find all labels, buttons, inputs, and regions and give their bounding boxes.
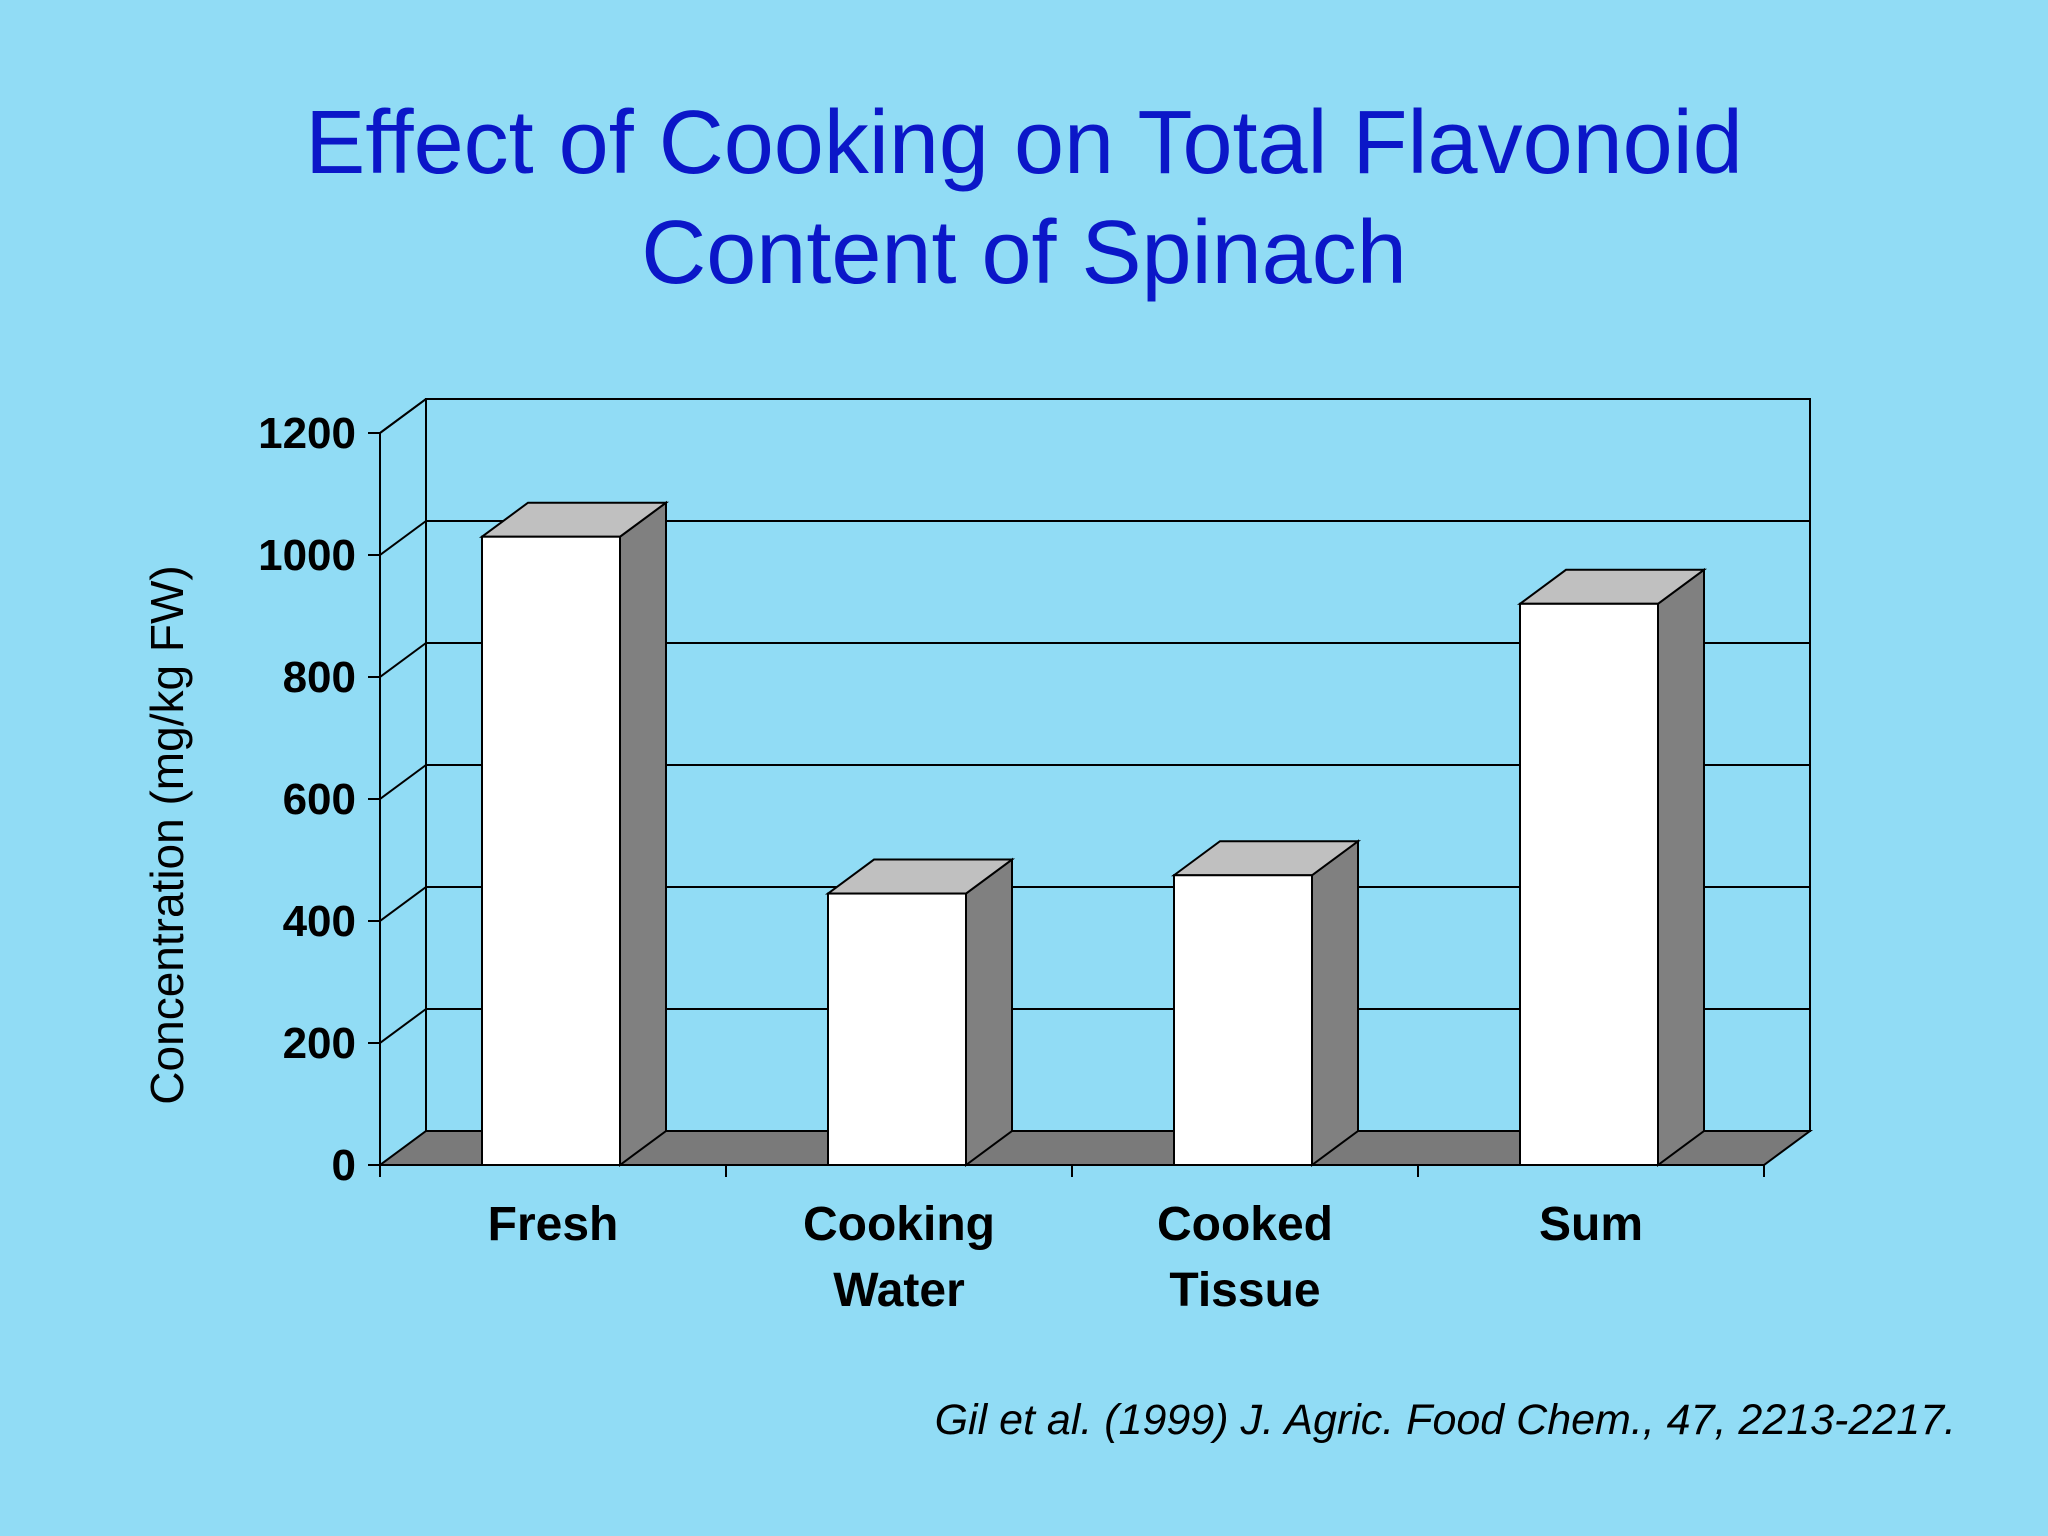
x-category-label-line: Tissue	[1169, 1264, 1320, 1317]
bar-front	[827, 892, 967, 1166]
bar	[824, 857, 1016, 1167]
y-tick-label: 0	[332, 1141, 356, 1190]
bar-side	[1311, 839, 1359, 1167]
bar-front	[481, 535, 621, 1166]
x-category-label: Sum	[1539, 1198, 1643, 1251]
y-tick-label: 600	[283, 775, 356, 824]
y-axis-label: Concentration (mg/kg FW)	[141, 565, 193, 1104]
bar	[1170, 839, 1362, 1167]
x-category-label-line: Sum	[1539, 1198, 1643, 1251]
y-tick-label: 800	[283, 653, 356, 702]
x-category-label: Cooked Tissue	[1157, 1198, 1333, 1317]
bar-side	[1657, 567, 1705, 1167]
bar	[1516, 567, 1708, 1167]
y-tick-label: 1200	[258, 409, 356, 458]
y-tick-label: 200	[283, 1019, 356, 1068]
x-category-label: Cooking Water	[803, 1198, 995, 1317]
y-tick-label: 400	[283, 897, 356, 946]
x-category-label: Fresh	[488, 1198, 619, 1251]
bar-front	[1173, 874, 1313, 1166]
x-category-label-line: Cooking	[803, 1198, 995, 1251]
y-tick-label: 1000	[258, 531, 356, 580]
x-category-label-line: Cooked	[1157, 1198, 1333, 1251]
x-category-label-line: Fresh	[488, 1198, 619, 1251]
bar-side	[965, 857, 1013, 1167]
citation: Gil et al. (1999) J. Agric. Food Chem., …	[934, 1396, 1956, 1444]
gridline-side	[379, 642, 427, 678]
bar-side	[619, 500, 667, 1167]
gridline-side	[379, 520, 427, 556]
gridline-side	[379, 1008, 427, 1044]
gridline-side	[379, 764, 427, 800]
bar	[478, 500, 670, 1167]
gridline-side	[379, 886, 427, 922]
slide-title: Effect of Cooking on Total Flavonoid Con…	[0, 88, 2048, 308]
x-category-label-line: Water	[833, 1264, 965, 1317]
slide-title-line-1: Effect of Cooking on Total Flavonoid	[305, 93, 1743, 193]
slide-title-line-2: Content of Spinach	[641, 203, 1407, 303]
bar-front	[1519, 602, 1659, 1166]
gridline-side	[379, 398, 427, 434]
